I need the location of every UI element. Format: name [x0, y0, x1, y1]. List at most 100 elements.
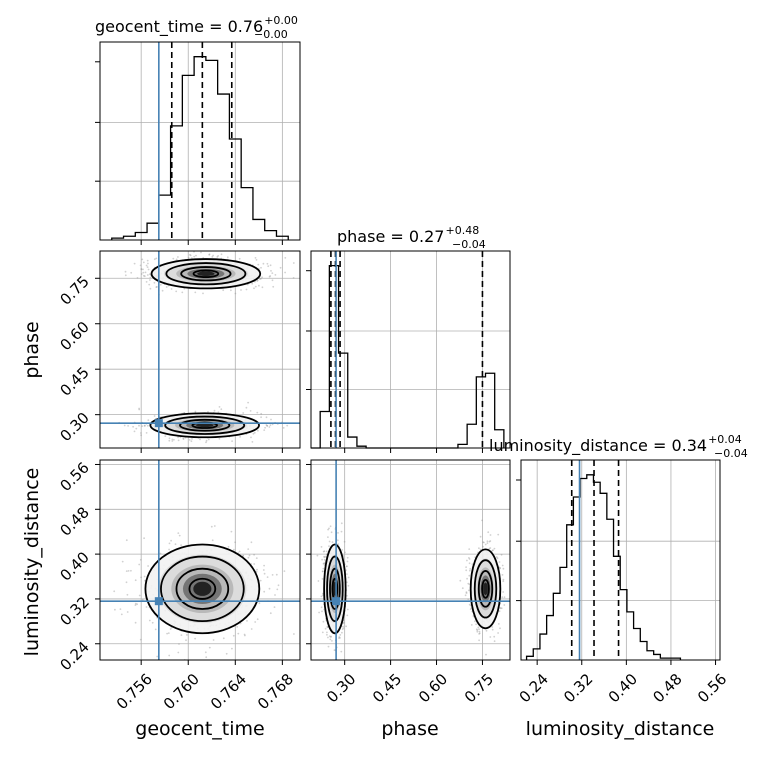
sample-point [247, 548, 250, 550]
sample-point [478, 633, 480, 635]
sample-point [268, 275, 271, 278]
contour-line [160, 555, 245, 623]
sample-point [245, 406, 248, 409]
sample-point [266, 425, 269, 427]
sample-point [500, 607, 503, 610]
sample-point [138, 407, 141, 410]
x-tick-label: 0.764 [207, 670, 250, 713]
panel-frame [310, 459, 511, 661]
sample-point [324, 627, 327, 630]
sample-point [227, 545, 230, 548]
sample-point [475, 628, 478, 631]
sample-point [503, 596, 506, 599]
sample-point [502, 567, 505, 570]
sample-point [133, 262, 136, 265]
sample-point [469, 608, 472, 610]
sample-point [329, 636, 332, 638]
panel-luminosity-distance-hist: luminosity_distance = 0.34+0.04 −0.04 [489, 433, 748, 661]
sample-point [243, 633, 246, 636]
sample-point [342, 622, 345, 625]
density-contours [149, 258, 262, 439]
sample-point [338, 636, 341, 638]
title-plus: +0.04 [708, 433, 742, 446]
title-plus: +0.48 [445, 224, 479, 237]
x-tick-label: 0.45 [369, 670, 405, 706]
sample-point [177, 439, 180, 442]
sample-point [114, 608, 116, 611]
sample-point [124, 270, 127, 273]
sample-point [247, 556, 250, 559]
ylabel-luminosity-distance: luminosity_distance [21, 468, 43, 657]
sample-point [320, 606, 323, 609]
sample-point [256, 279, 259, 282]
sample-point [336, 539, 339, 542]
sample-point [497, 623, 500, 625]
sample-point [482, 545, 484, 548]
sample-point [262, 262, 265, 265]
sample-point [327, 636, 329, 639]
sample-point [125, 581, 128, 584]
sample-point [324, 555, 327, 558]
sample-point [270, 418, 272, 421]
sample-point [205, 439, 208, 442]
title-param: geocent_time [95, 17, 204, 37]
sample-point [471, 563, 474, 566]
x-tick-label: 0.40 [605, 670, 641, 706]
sample-point [261, 276, 263, 279]
sample-point [135, 427, 138, 430]
xlabel-luminosity-distance: luminosity_distance [526, 718, 715, 740]
panel-phase-vs-luminosity-distance [310, 459, 511, 661]
sample-point [493, 547, 496, 550]
sample-point [113, 590, 116, 593]
sample-point [147, 419, 150, 421]
sample-point [166, 632, 169, 635]
sample-point [213, 525, 216, 527]
panel-geocent-time-vs-luminosity-distance [99, 459, 301, 661]
contour-line [179, 418, 231, 432]
sample-point [465, 566, 467, 568]
y-tick-label: 0.40 [56, 548, 92, 584]
sample-point [328, 545, 330, 547]
title-phase: phase = 0.27+0.48 −0.04 [337, 224, 486, 251]
histogram-geocent-time [95, 42, 300, 240]
sample-point [259, 579, 262, 582]
title-luminosity-distance: luminosity_distance = 0.34+0.04 −0.04 [489, 433, 748, 460]
sample-point [342, 625, 344, 628]
sample-point [489, 534, 492, 536]
sample-point [469, 568, 472, 570]
sample-point [491, 626, 494, 628]
sample-point [326, 631, 328, 634]
sample-point [191, 438, 193, 440]
sample-point [138, 408, 141, 411]
sample-point [187, 256, 190, 259]
panel-frame [310, 250, 511, 449]
sample-point [233, 548, 235, 551]
sample-point [486, 542, 489, 544]
sample-point [329, 525, 332, 528]
sample-point [323, 558, 326, 561]
sample-point [266, 424, 269, 427]
panel-frame [99, 459, 301, 661]
sample-point [491, 628, 494, 631]
sample-point [316, 554, 319, 557]
sample-point [168, 439, 171, 442]
sample-point [286, 424, 289, 427]
sample-point [322, 550, 325, 553]
sample-point [175, 290, 178, 293]
sample-point [257, 429, 259, 432]
sample-point [323, 556, 326, 558]
sample-point [177, 532, 180, 534]
sample-point [481, 519, 483, 522]
sample-point [292, 277, 295, 279]
sample-point [222, 289, 225, 292]
sample-point [188, 439, 191, 441]
sample-point [499, 567, 501, 570]
sample-point [212, 639, 215, 641]
sample-point [202, 292, 204, 295]
sample-point [485, 653, 487, 656]
sample-point [205, 656, 208, 659]
contour-line [150, 258, 262, 290]
histogram-step [111, 56, 289, 240]
title-param: phase [337, 227, 385, 246]
panel-frame [99, 250, 301, 449]
